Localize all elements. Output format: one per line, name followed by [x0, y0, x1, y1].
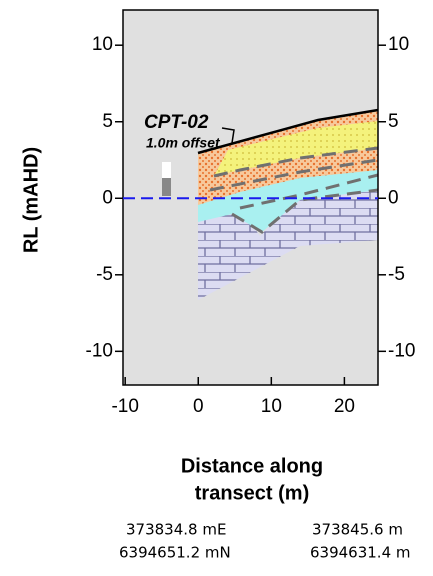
y-tick-label: -10: [388, 340, 415, 361]
y-tick-label: 5: [102, 111, 113, 132]
y-tick-label: -10: [86, 340, 113, 361]
x-axis-label: Distance along: [181, 455, 323, 477]
y-tick-label: 10: [92, 34, 113, 55]
x-tick-label: 0: [193, 396, 204, 417]
x-tick-label: 10: [261, 396, 282, 417]
y-tick-label: 10: [388, 34, 409, 55]
y-tick-label: 0: [102, 187, 113, 208]
footer-text: 6394631.4 m: [310, 544, 411, 562]
y-tick-label: -5: [388, 264, 405, 285]
footer-text: 6394651.2 mN: [119, 544, 231, 562]
x-axis-label: transect (m): [195, 482, 309, 504]
y-axis-label: RL (mAHD): [20, 147, 42, 253]
y-tick-label: 5: [388, 111, 399, 132]
annotation: CPT-02: [144, 112, 209, 133]
x-tick-label: -10: [111, 396, 138, 417]
geology: [162, 108, 379, 300]
footer-text: 373845.6 m: [312, 521, 403, 539]
y-tick-label: 0: [388, 187, 399, 208]
annotation: 1.0m offset: [146, 135, 221, 151]
footer-text: 373834.8 mE: [126, 521, 226, 539]
y-tick-label: -5: [96, 264, 113, 285]
x-tick-label: 20: [334, 396, 355, 417]
